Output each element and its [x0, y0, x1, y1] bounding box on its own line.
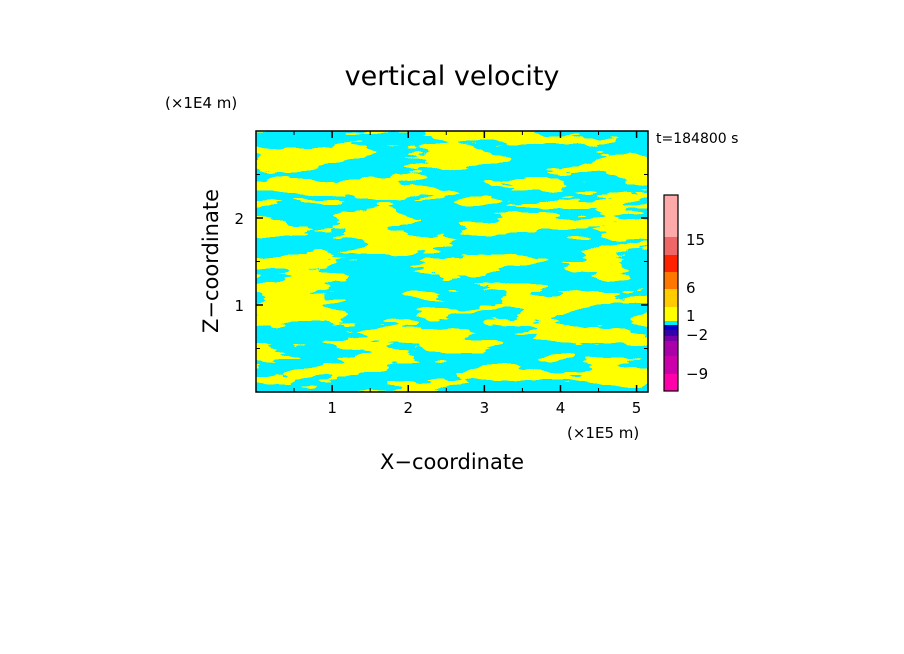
colorbar-segment [664, 336, 678, 341]
x-tick-label: 2 [403, 399, 413, 417]
positive-region [256, 131, 648, 392]
colorbar-segment [664, 321, 678, 325]
colorbar-label: −2 [686, 326, 708, 344]
colorbar-segment [664, 272, 678, 289]
y-tick-label: 1 [234, 297, 244, 315]
colorbar-segment [664, 195, 678, 237]
colorbar-label: 1 [686, 307, 696, 325]
colorbar-segment [664, 255, 678, 272]
colorbar-segment [664, 237, 678, 255]
x-tick-label: 3 [480, 399, 490, 417]
colorbar-label: 6 [686, 279, 696, 297]
x-unit-label: (×1E5 m) [567, 424, 639, 442]
colorbar-label: 15 [686, 231, 705, 249]
y-unit-label: (×1E4 m) [165, 94, 237, 112]
x-axis: 1 2 3 4 5 [293, 131, 642, 417]
plot-area [256, 131, 648, 392]
y-tick-label: 2 [234, 210, 244, 228]
colorbar-segment [664, 330, 678, 336]
x-tick-label: 5 [632, 399, 642, 417]
x-axis-label: X−coordinate [380, 450, 524, 474]
colorbar-segment [664, 325, 678, 330]
x-tick-label: 1 [327, 399, 337, 417]
x-tick-label: 4 [556, 399, 566, 417]
colorbar-segment [664, 341, 678, 356]
colorbar-segment [664, 356, 678, 374]
colorbar-segment [664, 307, 678, 321]
colorbar-label: −9 [686, 365, 708, 383]
time-label: t=184800 s [656, 131, 738, 147]
colorbar: −9 −21 6 15 [663, 194, 708, 392]
colorbar-segment [664, 374, 678, 391]
y-axis-label: Z−coordinate [199, 189, 223, 333]
colorbar-segment [664, 289, 678, 307]
y-axis: 12 [234, 174, 648, 349]
colorbar-frame [663, 194, 679, 392]
chart-title: vertical velocity [345, 61, 560, 92]
